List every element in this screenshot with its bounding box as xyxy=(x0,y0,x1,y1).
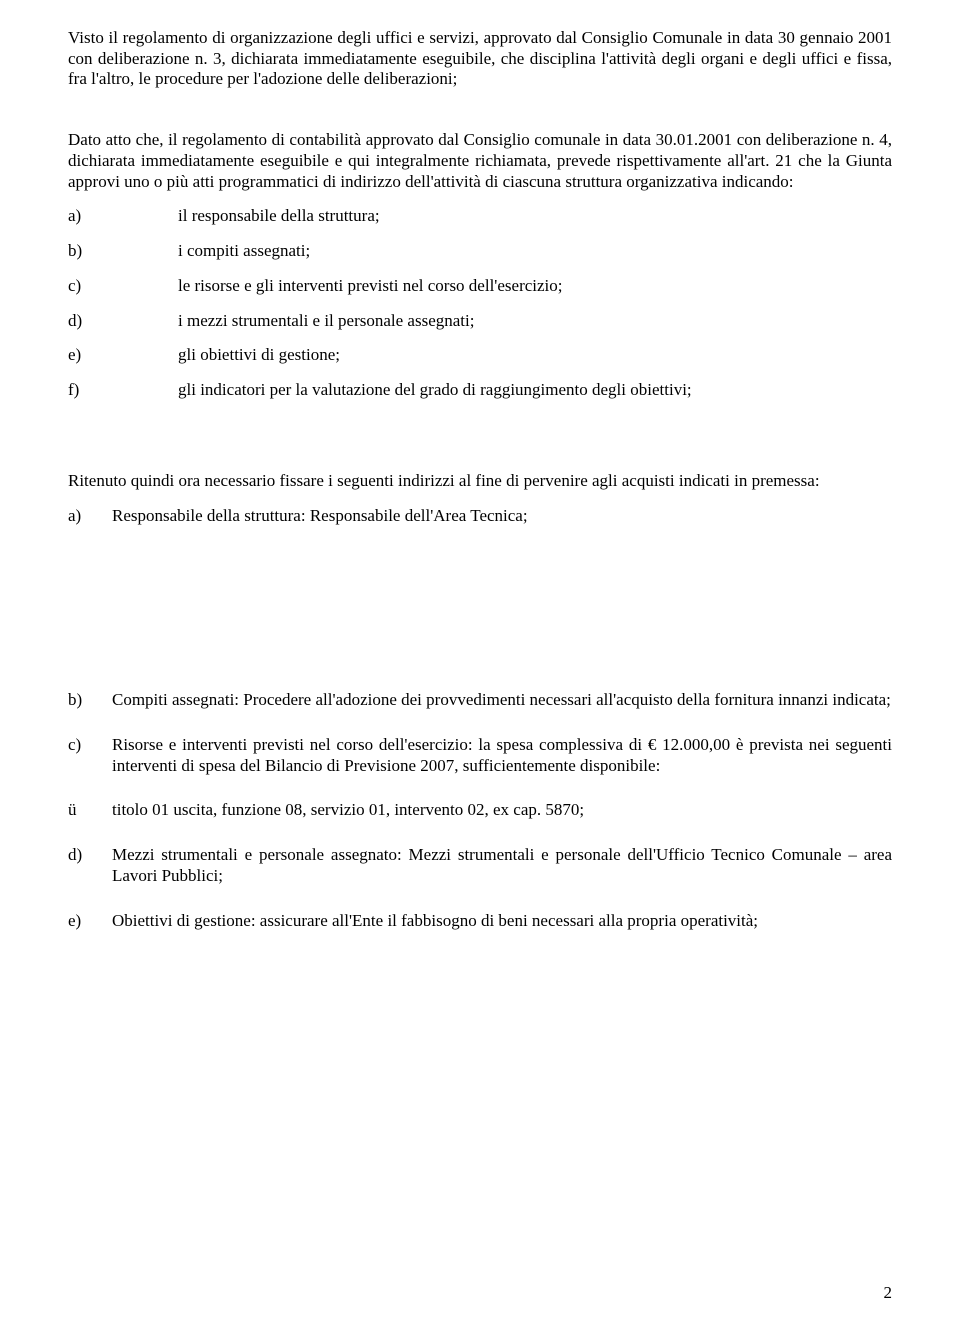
list-content: gli indicatori per la valutazione del gr… xyxy=(178,380,892,401)
document-page: Visto il regolamento di organizzazione d… xyxy=(0,0,960,1319)
list-item-b: b) i compiti assegnati; xyxy=(68,241,892,262)
list-content: i mezzi strumentali e il personale asseg… xyxy=(178,311,892,332)
list2-item-c: c) Risorse e interventi previsti nel cor… xyxy=(68,735,892,776)
spacer xyxy=(68,415,892,471)
list2-item-a: a) Responsabile della struttura: Respons… xyxy=(68,506,892,527)
list2-item-b: b) Compiti assegnati: Procedere all'adoz… xyxy=(68,690,892,711)
list-content: Mezzi strumentali e personale assegnato:… xyxy=(112,845,892,886)
list-content: gli obiettivi di gestione; xyxy=(178,345,892,366)
list-item-f: f) gli indicatori per la valutazione del… xyxy=(68,380,892,401)
list-item-a: a) il responsabile della struttura; xyxy=(68,206,892,227)
list-marker: d) xyxy=(68,845,112,886)
spacer xyxy=(68,901,892,911)
list-content: titolo 01 uscita, funzione 08, servizio … xyxy=(112,800,892,821)
list-marker: c) xyxy=(68,735,112,776)
list-marker: f) xyxy=(68,380,178,401)
list-item-e: e) gli obiettivi di gestione; xyxy=(68,345,892,366)
spacer xyxy=(68,835,892,845)
list2-item-d: d) Mezzi strumentali e personale assegna… xyxy=(68,845,892,886)
list-content: Obiettivi di gestione: assicurare all'En… xyxy=(112,911,892,932)
list2-item-u: ü titolo 01 uscita, funzione 08, servizi… xyxy=(68,800,892,821)
spacer xyxy=(68,725,892,735)
list-content: Risorse e interventi previsti nel corso … xyxy=(112,735,892,776)
list-marker: a) xyxy=(68,206,178,227)
paragraph-ritenuto: Ritenuto quindi ora necessario fissare i… xyxy=(68,471,892,492)
page-number: 2 xyxy=(884,1283,893,1303)
list-marker: e) xyxy=(68,345,178,366)
list-marker: e) xyxy=(68,911,112,932)
spacer xyxy=(68,790,892,800)
spacer xyxy=(68,540,892,690)
list-marker: a) xyxy=(68,506,112,527)
list-marker: b) xyxy=(68,690,112,711)
list2-item-e: e) Obiettivi di gestione: assicurare all… xyxy=(68,911,892,932)
list-item-c: c) le risorse e gli interventi previsti … xyxy=(68,276,892,297)
list-content: Responsabile della struttura: Responsabi… xyxy=(112,506,892,527)
list-content: i compiti assegnati; xyxy=(178,241,892,262)
paragraph-visto: Visto il regolamento di organizzazione d… xyxy=(68,28,892,90)
list-content: le risorse e gli interventi previsti nel… xyxy=(178,276,892,297)
spacer xyxy=(68,104,892,130)
list-item-d: d) i mezzi strumentali e il personale as… xyxy=(68,311,892,332)
list-marker: b) xyxy=(68,241,178,262)
list-content: il responsabile della struttura; xyxy=(178,206,892,227)
paragraph-dato-atto: Dato atto che, il regolamento di contabi… xyxy=(68,130,892,192)
list-marker: ü xyxy=(68,800,112,821)
list-marker: c) xyxy=(68,276,178,297)
list-marker: d) xyxy=(68,311,178,332)
list-content: Compiti assegnati: Procedere all'adozion… xyxy=(112,690,892,711)
